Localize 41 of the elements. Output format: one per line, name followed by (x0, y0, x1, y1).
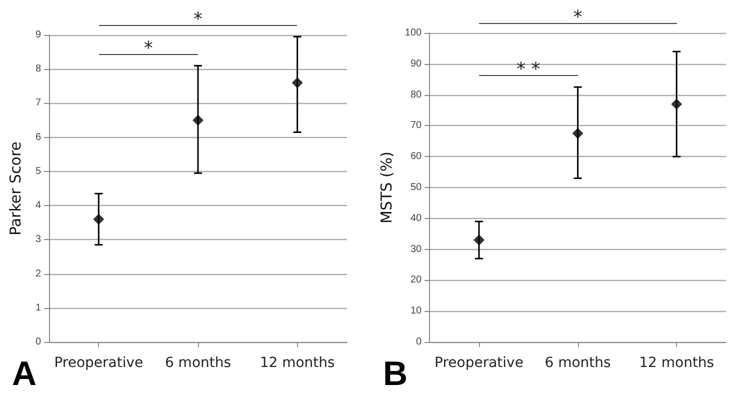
text: * (194, 9, 202, 30)
point (473, 234, 484, 246)
point (192, 114, 204, 126)
y-tick-label: 4 (35, 200, 42, 212)
y-tick-label: 2 (35, 268, 42, 280)
x-tick-label: Preoperative (434, 355, 524, 371)
y-tick-label: 6 (35, 132, 42, 143)
point (572, 128, 584, 139)
text: A (12, 355, 37, 394)
annotation: * (144, 38, 153, 59)
y-axis-title: Parker Score (6, 141, 24, 236)
y-tick-label: 8 (35, 64, 42, 75)
x-tick-label: 6 months (164, 355, 232, 371)
y-tick-label: 3 (35, 234, 42, 246)
y-tick-label: 7 (35, 98, 42, 109)
y-tick-label: 9 (35, 30, 42, 40)
x-tick-label: 6 months (544, 355, 611, 371)
y-tick-label: 80 (410, 89, 422, 100)
text: * (573, 7, 582, 28)
y-tick-label: 90 (410, 58, 422, 70)
y-tick-label: 50 (410, 182, 422, 193)
x-tick-label: Preoperative (54, 355, 144, 371)
text: B (383, 355, 408, 394)
y-tick-label: 30 (410, 244, 422, 255)
point (292, 77, 303, 88)
y-tick-label: 0 (35, 336, 42, 348)
y-tick-label: 10 (410, 306, 422, 317)
y-tick-label: 100 (404, 28, 422, 38)
y-axis-title: MSTS (%) (378, 152, 396, 224)
y-tick-label: 40 (410, 212, 422, 224)
point (93, 214, 104, 225)
y-tick-label: 20 (410, 274, 422, 286)
point (671, 98, 682, 110)
y-tick-label: 60 (410, 151, 422, 162)
y-tick-label: 1 (35, 302, 42, 314)
annotation: * * (516, 59, 540, 80)
y-tick-label: 5 (35, 166, 42, 177)
x-tick-label: 12 months (639, 355, 714, 371)
y-tick-label: 0 (416, 336, 422, 348)
y-tick-label: 70 (410, 120, 422, 132)
x-tick-label: 12 months (260, 355, 335, 371)
